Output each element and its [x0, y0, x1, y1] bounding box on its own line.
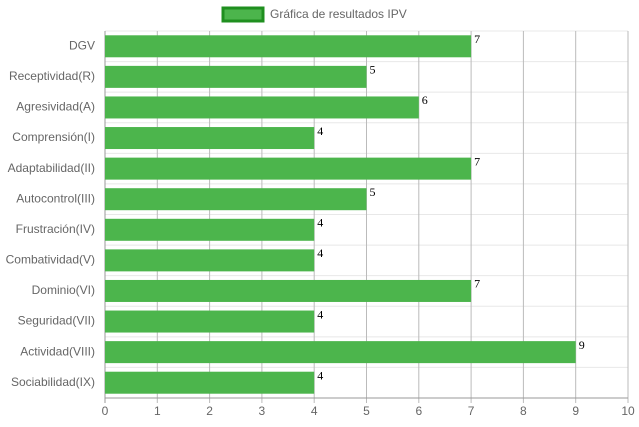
bar: [105, 218, 315, 241]
value-label: 5: [370, 185, 376, 199]
y-tick-label: DGV: [69, 38, 95, 52]
value-label: 7: [474, 32, 480, 46]
y-tick-label: Frustración(IV): [16, 222, 95, 236]
x-tick-label: 3: [259, 404, 266, 418]
x-tick-label: 10: [621, 404, 635, 418]
x-tick-label: 5: [363, 404, 370, 418]
y-tick-label: Sociabilidad(IX): [11, 375, 95, 389]
y-tick-label: Adaptabilidad(II): [8, 161, 95, 175]
bar: [105, 310, 315, 333]
x-tick-label: 2: [206, 404, 213, 418]
bar: [105, 188, 367, 211]
bar: [105, 96, 419, 119]
legend-label: Gráfica de resultados IPV: [270, 7, 407, 21]
y-tick-label: Combatividad(V): [6, 253, 95, 267]
y-tick-label: Actividad(VIII): [20, 344, 95, 358]
value-label: 4: [317, 216, 323, 230]
value-label: 5: [370, 63, 376, 77]
value-label: 9: [579, 338, 585, 352]
x-tick-label: 0: [102, 404, 109, 418]
value-label: 4: [317, 124, 323, 138]
value-label: 6: [422, 93, 428, 107]
value-label: 4: [317, 246, 323, 260]
x-tick-label: 6: [415, 404, 422, 418]
bar: [105, 341, 576, 364]
bar: [105, 65, 367, 88]
y-tick-label: Agresividad(A): [16, 100, 95, 114]
y-tick-label: Comprensión(I): [12, 130, 95, 144]
y-tick-label: Seguridad(VII): [18, 314, 95, 328]
x-tick-label: 9: [572, 404, 579, 418]
bar: [105, 279, 472, 302]
bar: [105, 157, 472, 180]
bar: [105, 35, 472, 58]
y-tick-label: Receptividad(R): [9, 69, 95, 83]
y-tick-label: Dominio(VI): [32, 283, 95, 297]
y-tick-label: Autocontrol(III): [16, 191, 95, 205]
bar: [105, 127, 315, 150]
value-label: 4: [317, 307, 323, 321]
x-tick-label: 1: [154, 404, 161, 418]
value-label: 7: [474, 154, 480, 168]
legend-swatch: [221, 6, 265, 23]
bar: [105, 249, 315, 272]
bar: [105, 371, 315, 394]
value-label: 7: [474, 277, 480, 291]
x-tick-label: 8: [520, 404, 527, 418]
x-tick-label: 7: [468, 404, 475, 418]
x-tick-label: 4: [311, 404, 318, 418]
value-label: 4: [317, 368, 323, 382]
